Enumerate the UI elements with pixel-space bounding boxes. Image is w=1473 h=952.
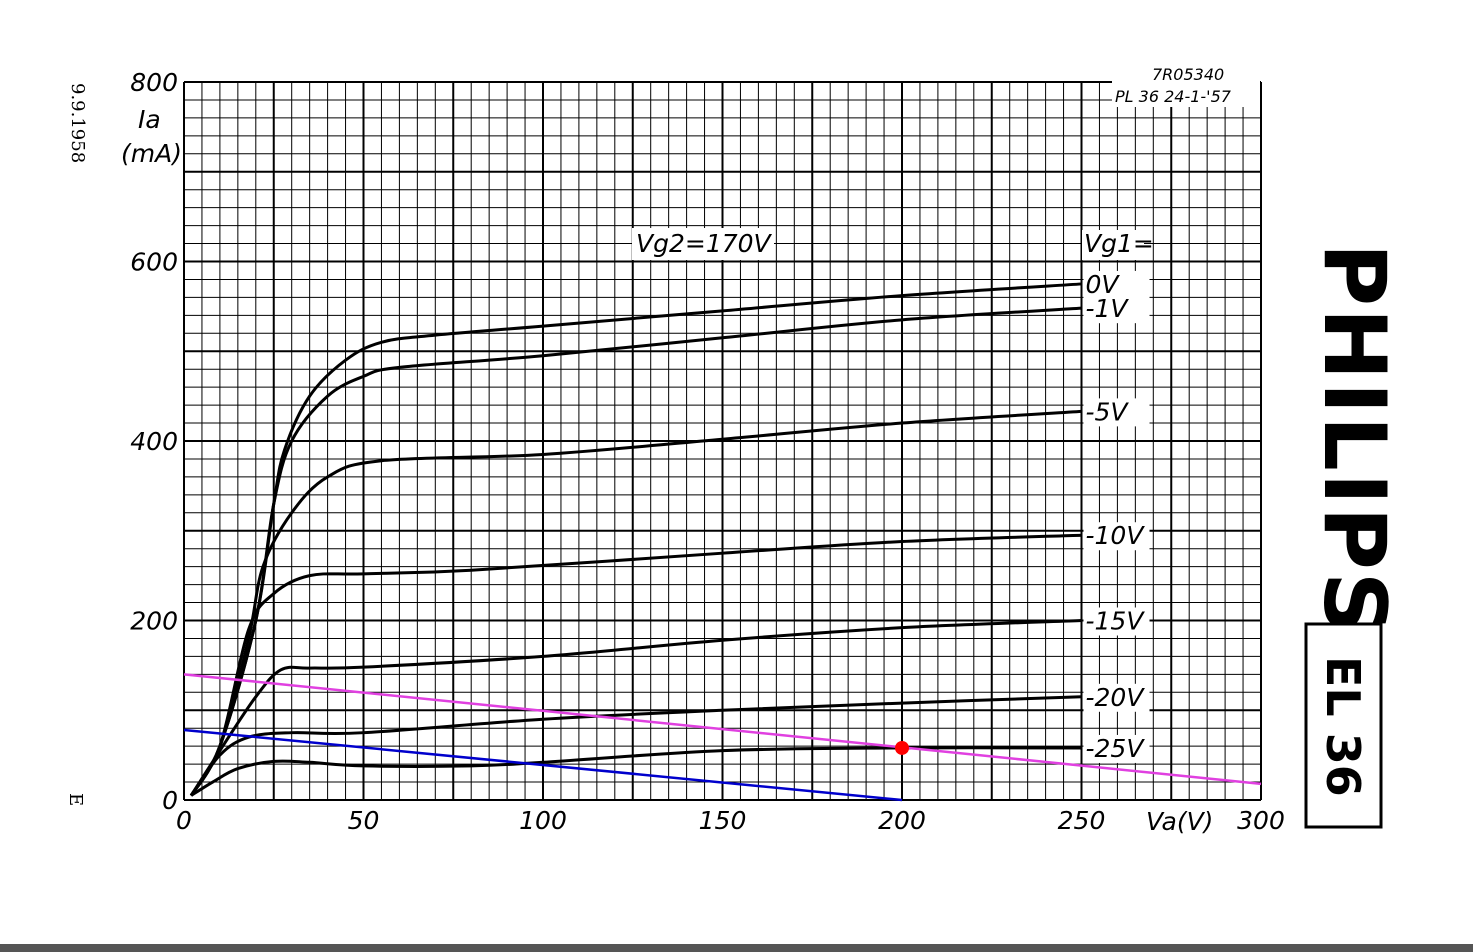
date-stamp: 9.9.1958 — [67, 83, 88, 163]
x-axis-ticks: 0 50 100 150 200 250 300 — [176, 806, 1285, 835]
curve-label: -1V — [1086, 294, 1130, 323]
curve-label-bg — [1083, 683, 1150, 712]
model-label: EL 36 — [1316, 656, 1370, 797]
legend-title-vg1: Vg1= — [1084, 229, 1154, 258]
x-tick-label: 250 — [1058, 806, 1106, 835]
curve-label: -25V — [1086, 734, 1146, 763]
curve-label: -5V — [1086, 397, 1130, 426]
annotation-bg — [632, 228, 774, 260]
curve-vg1 — [189, 306, 1082, 797]
anode-curves — [189, 282, 1082, 797]
curve-label-bg — [1083, 295, 1150, 324]
curve-label: -20V — [1086, 683, 1146, 712]
curve-vg1 — [189, 695, 1082, 797]
curve-label-bg — [1083, 607, 1150, 636]
curve-label: -15V — [1086, 607, 1146, 636]
y-tick-label: 800 — [130, 68, 178, 97]
x-tick-label: 50 — [348, 806, 380, 835]
curve-vg1 — [189, 409, 1082, 797]
curve-label-bg — [1083, 398, 1150, 427]
model-box — [1304, 622, 1383, 829]
ref-box — [1112, 65, 1260, 107]
y-tick-label: 600 — [130, 248, 178, 277]
y-axis-unit: (mA) — [121, 139, 182, 168]
y-tick-label: 0 — [162, 786, 178, 815]
x-tick-label: 200 — [878, 806, 926, 835]
curve-vg1 — [189, 619, 1082, 797]
y-tick-label: 200 — [130, 607, 178, 636]
y-axis-label: Ia — [138, 105, 161, 134]
plot-grid — [183, 81, 1262, 801]
x-label-bg — [1143, 804, 1213, 838]
x-axis-label: Va(V) — [1146, 807, 1213, 836]
curve-label: 0V — [1086, 270, 1121, 299]
curve-label-bg — [1083, 734, 1150, 763]
y-axis-ticks: 0 200 400 600 800 — [130, 68, 178, 815]
operating-point — [895, 740, 909, 755]
load-lines — [183, 673, 1262, 802]
x-tick-label: 150 — [699, 806, 747, 835]
curve-vg1 — [189, 533, 1082, 797]
curve-label-bg — [1083, 270, 1150, 299]
ref-code: 7R05340 — [1152, 65, 1224, 84]
load-line — [183, 673, 1262, 786]
brand-logo: PHILIPS — [1304, 243, 1404, 636]
curve-label: -10V — [1086, 521, 1146, 550]
curve-vg1 — [190, 746, 1082, 797]
curve-labels: 0V-1V -5V -10V -15V -20V -25V — [1083, 270, 1150, 763]
operating-point-layer — [895, 740, 909, 755]
load-line — [183, 728, 903, 802]
x-tick-label: 0 — [176, 806, 192, 835]
ref-drawing: PL 36 24-1-'57 — [1115, 87, 1232, 106]
curve-label-bg — [1083, 522, 1150, 551]
y-tick-label: 400 — [130, 427, 178, 456]
window-bottom-bar — [0, 944, 1473, 952]
x-tick-label: 300 — [1237, 806, 1285, 835]
annotation-vg2: Vg2=170V — [636, 229, 773, 258]
letter-stamp: E — [65, 793, 86, 806]
x-tick-label: 100 — [519, 806, 567, 835]
legend-title-bg — [1082, 230, 1144, 260]
